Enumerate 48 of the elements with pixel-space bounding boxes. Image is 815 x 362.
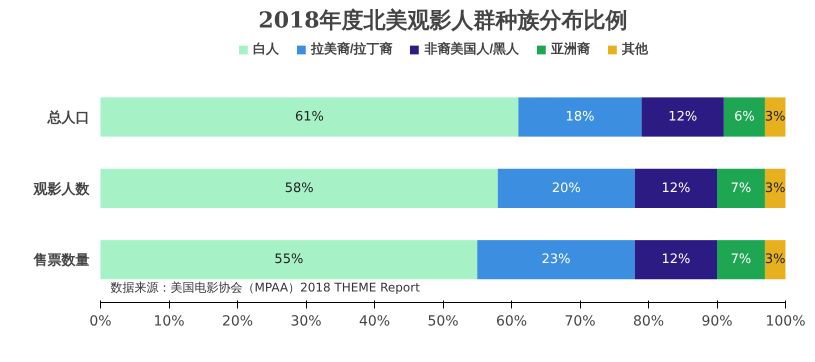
data-label: 20% bbox=[552, 180, 581, 196]
bar bbox=[100, 97, 518, 137]
bar bbox=[717, 168, 765, 208]
data-label: 12% bbox=[668, 109, 698, 124]
data-label: 18% bbox=[566, 109, 594, 124]
x-tick-label: 100% bbox=[765, 314, 806, 330]
data-label: 3% bbox=[764, 109, 786, 124]
x-tick-label: 60% bbox=[496, 314, 528, 330]
bar bbox=[717, 240, 765, 280]
legend-label: 其他 bbox=[622, 40, 648, 58]
x-tick-label: 10% bbox=[153, 314, 185, 330]
data-label: 7% bbox=[730, 252, 752, 268]
legend-label: 亚洲裔 bbox=[551, 40, 590, 58]
bar bbox=[634, 168, 717, 208]
y-tick-label: 总人口 bbox=[46, 108, 90, 125]
x-tick-label: 40% bbox=[358, 314, 390, 330]
x-tick-label: 20% bbox=[222, 314, 254, 330]
bar bbox=[477, 240, 635, 280]
data-label: 12% bbox=[661, 252, 690, 268]
legend-label: 非裔美国人/黑人 bbox=[424, 40, 520, 58]
chart-title: 2018年度北美观影人群种族分布比例 bbox=[258, 8, 628, 34]
y-tick-label: 售票数量 bbox=[32, 252, 90, 268]
bar bbox=[634, 240, 717, 280]
bar bbox=[518, 97, 642, 137]
data-label: 61% bbox=[294, 109, 324, 124]
data-label: 23% bbox=[542, 252, 570, 268]
data-label: 3% bbox=[764, 252, 786, 268]
data-label: 7% bbox=[730, 180, 752, 196]
x-tick-label: 80% bbox=[632, 314, 664, 330]
x-tick-label: 90% bbox=[701, 314, 733, 330]
annotation: 数据来源：美国电影协会（MPAA）2018 THEME Report bbox=[110, 280, 420, 294]
bar bbox=[100, 240, 478, 280]
bar bbox=[642, 97, 724, 137]
x-tick-label: 30% bbox=[290, 314, 322, 330]
data-label: 3% bbox=[764, 180, 786, 196]
data-label: 58% bbox=[284, 180, 314, 196]
x-tick-label: 50% bbox=[427, 314, 459, 330]
bar bbox=[724, 97, 765, 137]
bar bbox=[498, 168, 635, 208]
legend-label: 拉美裔/拉丁裔 bbox=[310, 40, 392, 58]
data-label: 55% bbox=[274, 252, 304, 268]
bar bbox=[100, 168, 498, 208]
data-label: 12% bbox=[661, 180, 690, 196]
x-tick-label: 70% bbox=[564, 314, 596, 330]
y-tick-label: 观影人数 bbox=[32, 180, 90, 196]
data-label: 6% bbox=[734, 109, 755, 124]
x-tick-label: 0% bbox=[89, 314, 112, 330]
legend-label: 白人 bbox=[252, 40, 279, 58]
